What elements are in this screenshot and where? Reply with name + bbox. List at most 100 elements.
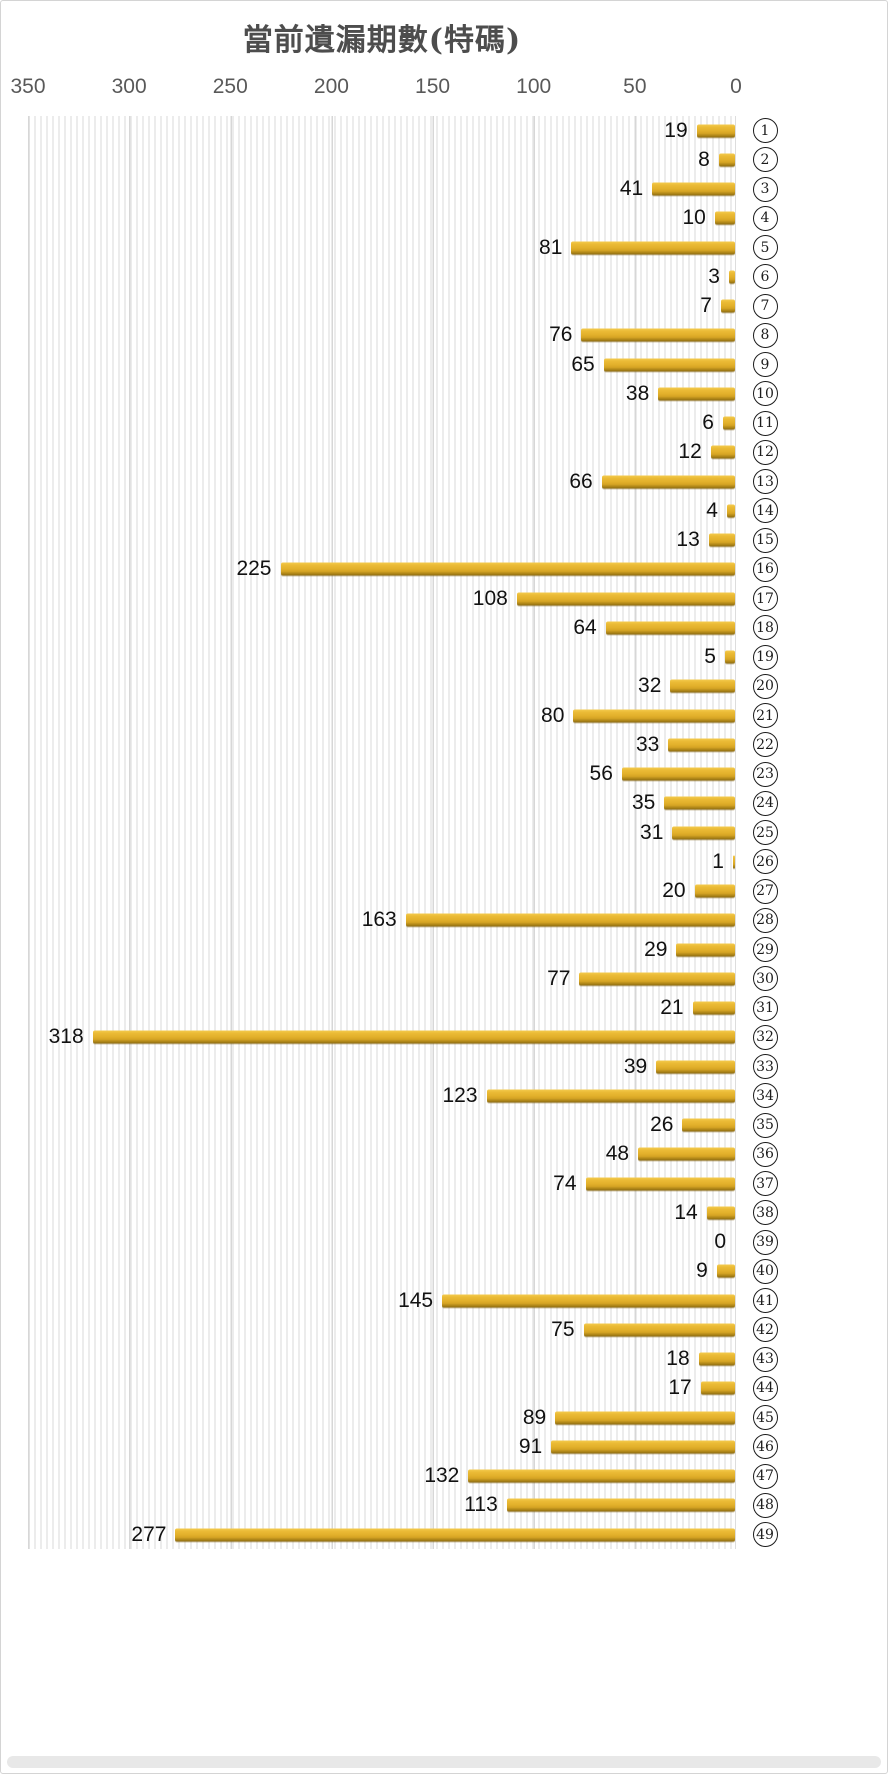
category-cell: 42 [738,1315,792,1344]
bar [175,1528,735,1542]
category-cell: 22 [738,730,792,759]
bar-row: 33 [28,730,735,759]
bar [722,416,735,430]
bar-row: 132 [28,1462,735,1491]
bar-value-label: 1 [712,849,724,873]
bars: 19 8 41 10 81 3 7 76 65 38 6 12 66 4 13 225 108 64 5 32 80 33… [28,116,735,1549]
bar-value-label: 10 [682,206,706,230]
bar [716,1264,735,1278]
bar-row: 6 [28,409,735,438]
bar [583,1323,735,1337]
category-label: 23 [752,761,778,787]
bar [581,328,735,342]
category-label: 49 [752,1522,778,1548]
x-axis-tick: 250 [212,75,248,98]
category-cell: 9 [738,350,792,379]
category-cell: 5 [738,233,792,262]
bar [692,1001,735,1015]
bar-value-label: 75 [551,1317,575,1341]
category-cell: 39 [738,1228,792,1257]
category-cell: 15 [738,526,792,555]
category-cell: 11 [738,409,792,438]
bar-row: 18 [28,1345,735,1374]
bar-value-label: 77 [547,966,571,990]
bar-value-label: 17 [668,1376,692,1400]
category-label: 17 [752,586,778,612]
bar [656,1060,735,1074]
category-label: 16 [752,556,778,582]
bar-value-label: 64 [573,615,597,639]
bar [579,972,735,986]
bar-row: 19 [28,116,735,145]
category-cell: 45 [738,1403,792,1432]
bar-row: 48 [28,1140,735,1169]
bar [694,884,735,898]
bar-value-label: 48 [605,1142,630,1166]
category-cell: 37 [738,1169,792,1198]
bar-value-label: 13 [676,528,700,552]
category-column: 1 2 3 4 5 6 7 8 9 10 11 12 13 14 15 16 17 18 19 20 21 22 23 24 2… [738,116,792,1549]
bar-value-label: 21 [660,996,684,1020]
category-label: 11 [752,410,778,436]
category-cell: 49 [738,1520,792,1549]
bar-value-label: 33 [635,732,660,756]
bar [724,650,735,664]
bar [682,1118,735,1132]
bar [621,767,735,781]
bar-value-label: 38 [625,381,650,405]
category-cell: 25 [738,818,792,847]
x-axis: 350 300 250 200 150 100 50 0 [10,75,741,103]
category-cell: 43 [738,1345,792,1374]
bar-row: 32 [28,672,735,701]
bar-row: 31 [28,818,735,847]
bar [726,504,735,518]
category-cell: 17 [738,584,792,613]
x-axis-tick: 200 [313,75,349,98]
bar [670,679,735,693]
bar [698,1352,735,1366]
bar-value-label: 41 [619,177,644,201]
bar-value-label: 89 [522,1405,547,1429]
bar [700,1381,735,1395]
bar [652,182,735,196]
category-cell: 29 [738,935,792,964]
category-cell: 4 [738,204,792,233]
bar-value-label: 65 [571,352,595,376]
x-axis-tick: 0 [730,75,742,98]
bar-row: 64 [28,613,735,642]
bar [638,1147,735,1161]
bar-value-label: 108 [472,586,508,610]
bar-row: 65 [28,350,735,379]
bar-value-label: 9 [696,1259,708,1283]
category-label: 3 [752,176,778,202]
bar-value-label: 29 [644,937,668,961]
horizontal-scrollbar[interactable] [7,1756,881,1768]
bar-value-label: 318 [48,1025,84,1049]
category-cell: 30 [738,964,792,993]
category-label: 28 [752,907,778,933]
bar [710,445,735,459]
bar-value-label: 20 [662,879,686,903]
bar-value-label: 5 [704,645,716,669]
category-label: 5 [752,235,778,261]
bar-value-label: 14 [674,1200,698,1224]
bar [668,738,735,752]
category-label: 42 [752,1317,778,1343]
category-label: 21 [752,703,778,729]
bar [718,153,735,167]
category-cell: 21 [738,701,792,730]
bar-row: 9 [28,1257,735,1286]
bar-row: 75 [28,1315,735,1344]
bar [664,796,735,810]
category-cell: 34 [738,1081,792,1110]
bar [280,562,735,576]
bar [585,1177,735,1191]
bar [442,1294,735,1308]
category-label: 30 [752,966,778,992]
bar [658,387,735,401]
bar-row: 4 [28,496,735,525]
bar [672,826,735,840]
bar-row: 12 [28,438,735,467]
bar-row: 8 [28,145,735,174]
bar-row: 318 [28,1023,735,1052]
